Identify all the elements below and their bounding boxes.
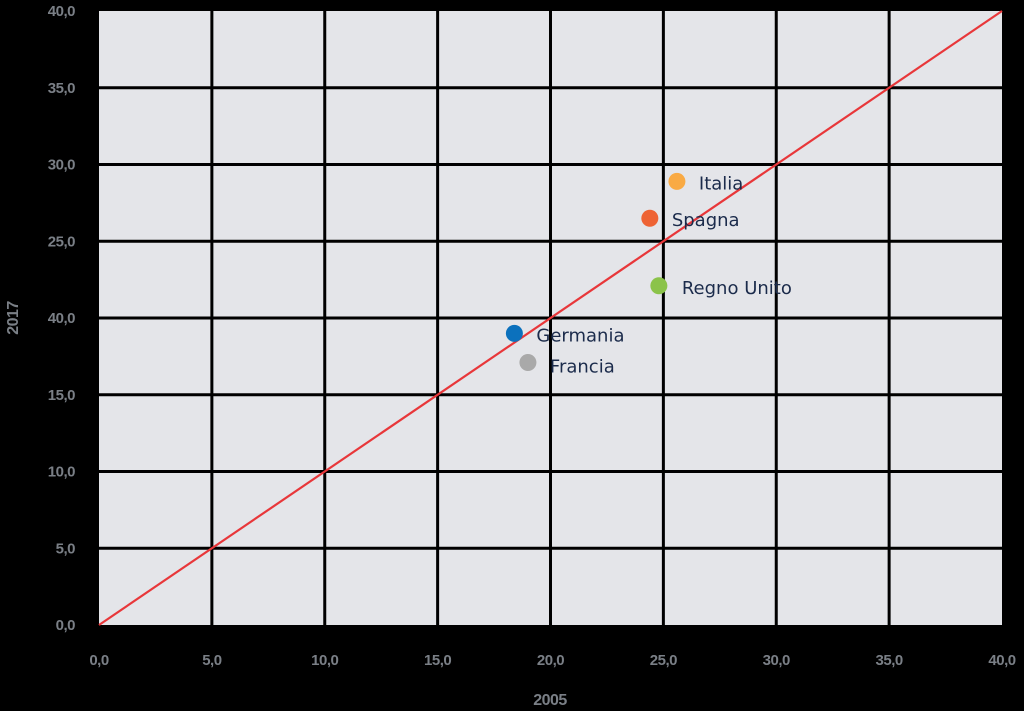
x-tick-label: 25,0 <box>650 652 677 669</box>
x-tick-label: 0,0 <box>89 652 109 669</box>
point-marker <box>519 354 537 372</box>
point-label: Francia <box>550 357 615 378</box>
x-tick-label: 10,0 <box>311 652 338 669</box>
data-points: Italia Spagna Regno Unito Germania Francia <box>505 172 792 378</box>
x-axis-ticks: 0,0 5,0 10,0 15,0 20,0 25,0 30,0 35,0 40,0 <box>89 652 1016 669</box>
y-tick-label: 40,0 <box>48 310 75 327</box>
point-label: Spagna <box>672 210 740 231</box>
data-point-italia: Italia <box>668 172 743 194</box>
data-point-spagna: Spagna <box>641 209 740 231</box>
y-tick-label: 0,0 <box>56 617 76 634</box>
x-tick-label: 30,0 <box>763 652 790 669</box>
data-point-regno-unito: Regno Unito <box>650 277 792 299</box>
point-label: Regno Unito <box>682 278 792 299</box>
point-marker <box>641 209 659 227</box>
y-axis-ticks: 0,0 5,0 10,0 15,0 40,0 25,0 30,0 35,0 40,0 <box>48 3 76 634</box>
x-tick-label: 35,0 <box>876 652 903 669</box>
data-point-germania: Germania <box>505 324 625 346</box>
y-tick-label: 15,0 <box>48 387 75 404</box>
y-tick-label: 30,0 <box>48 157 75 174</box>
x-tick-label: 5,0 <box>202 652 222 669</box>
y-tick-label: 10,0 <box>48 464 75 481</box>
y-axis-title: 2017 <box>5 301 22 335</box>
point-label: Italia <box>699 173 743 194</box>
point-label: Germania <box>536 325 624 346</box>
x-tick-label: 20,0 <box>537 652 564 669</box>
x-tick-label: 15,0 <box>424 652 451 669</box>
point-marker <box>650 277 668 295</box>
y-tick-label: 5,0 <box>56 540 76 557</box>
x-tick-label: 40,0 <box>988 652 1015 669</box>
y-tick-label: 40,0 <box>48 3 75 20</box>
y-tick-label: 25,0 <box>48 233 75 250</box>
data-point-francia: Francia <box>519 354 615 378</box>
x-axis-title: 2005 <box>533 692 567 709</box>
point-marker <box>668 172 686 190</box>
y-tick-label: 35,0 <box>48 80 75 97</box>
reference-line-y-equals-x <box>98 10 1003 626</box>
point-marker <box>505 324 523 342</box>
